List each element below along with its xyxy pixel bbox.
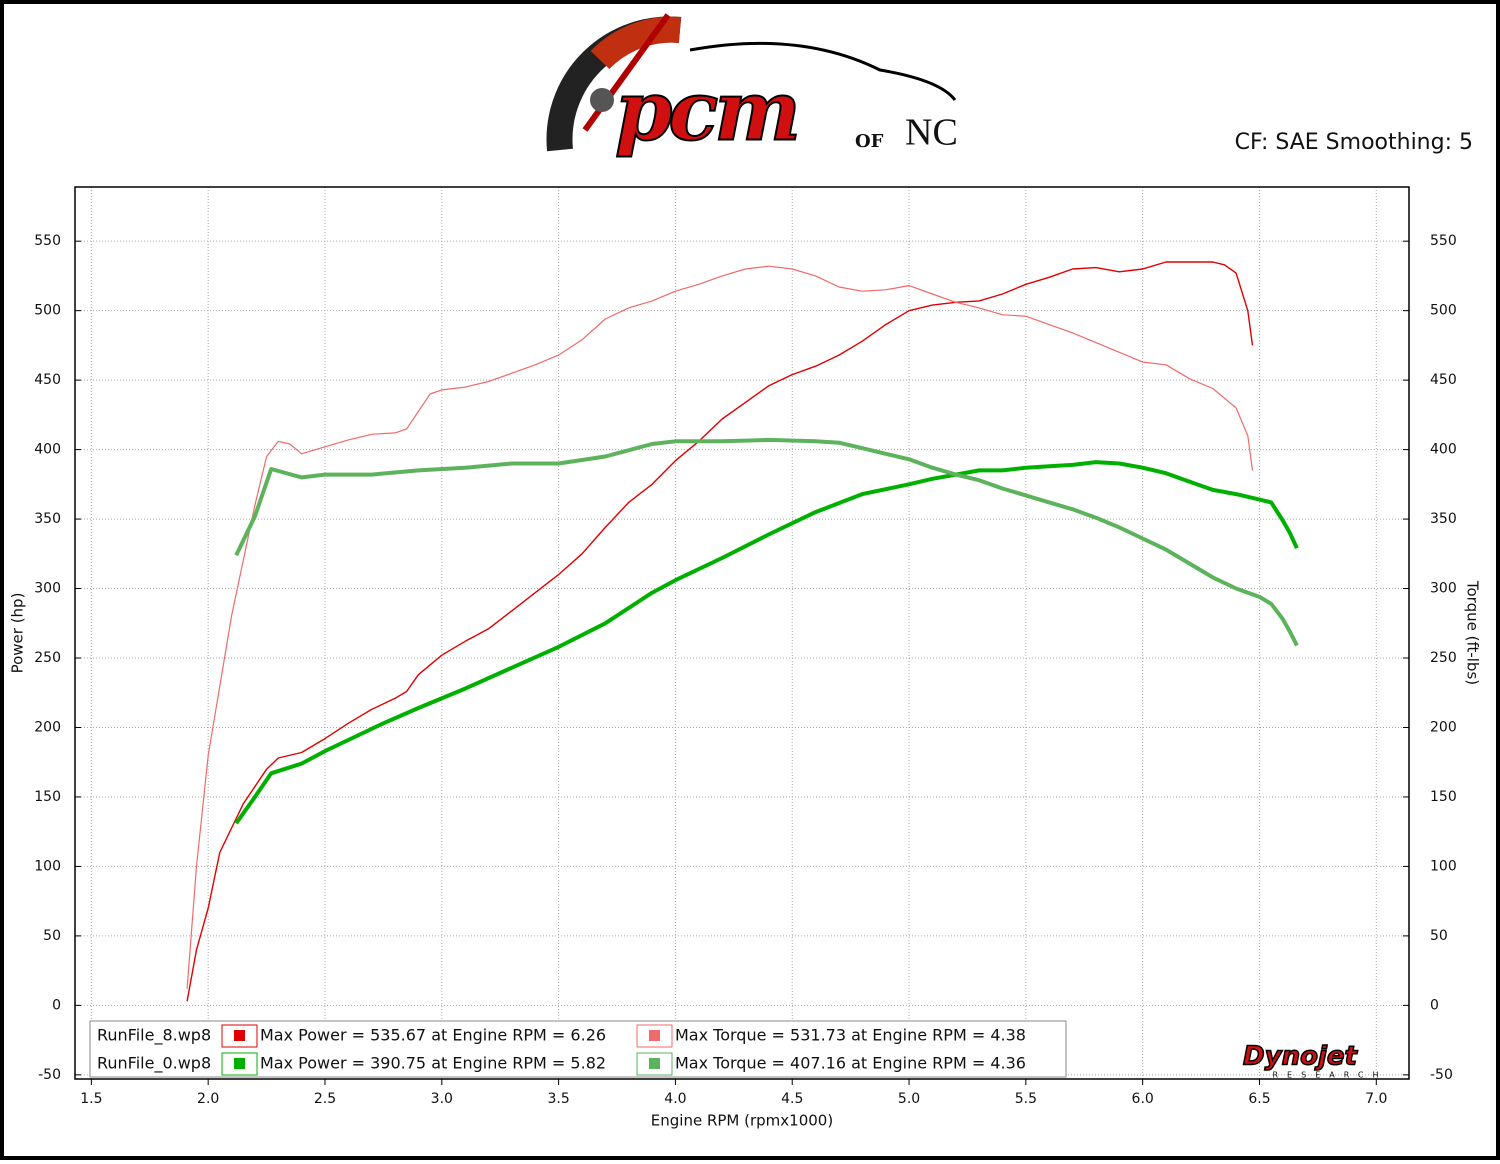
legend-run: RunFile_8.wp8 (97, 1026, 211, 1046)
legend-label: Max Torque = 531.73 at Engine RPM = 4.38 (675, 1026, 1026, 1045)
legend-swatch (234, 1058, 245, 1069)
x-tick-label: 4.0 (664, 1091, 686, 1107)
series-line (234, 437, 1299, 647)
y-axis-label: Power (hp) (9, 593, 27, 674)
series-line (186, 265, 1254, 989)
series-line (186, 261, 1254, 1002)
y-tick-label: 100 (34, 858, 61, 874)
logo-text: PCM (615, 63, 797, 159)
y2-tick-label: -50 (1430, 1067, 1453, 1083)
y2-tick-label: 550 (1430, 233, 1457, 249)
y2-tick-label: 500 (1430, 303, 1457, 319)
x-tick-label: 3.0 (431, 1091, 453, 1107)
y-tick-label: 300 (34, 581, 61, 597)
series-line (234, 460, 1299, 825)
y2-axis-label: Torque (ft-lbs) (1464, 580, 1482, 685)
x-tick-label: 1.5 (80, 1091, 102, 1107)
y2-tick-label: 50 (1430, 928, 1448, 944)
y2-tick-label: 400 (1430, 442, 1457, 458)
x-tick-label: 5.0 (898, 1091, 920, 1107)
x-tick-label: 3.5 (547, 1091, 569, 1107)
y-tick-label: 0 (52, 997, 61, 1013)
legend-swatch (649, 1058, 660, 1069)
legend-swatch (649, 1030, 660, 1041)
legend-run: RunFile_0.wp8 (97, 1054, 211, 1074)
y2-tick-label: 0 (1430, 997, 1439, 1013)
x-tick-label: 6.0 (1132, 1091, 1154, 1107)
legend: RunFile_8.wp8 Max Power = 535.67 at Engin… (89, 1020, 1067, 1078)
legend-swatch (234, 1030, 245, 1041)
plot-area (74, 186, 1410, 1080)
y-tick-label: 400 (34, 442, 61, 458)
x-tick-label: 2.5 (314, 1091, 336, 1107)
y-tick-label: 150 (34, 789, 61, 805)
legend-label: Max Torque = 407.16 at Engine RPM = 4.36 (675, 1054, 1026, 1073)
y-tick-label: -50 (38, 1067, 61, 1083)
y2-tick-label: 350 (1430, 511, 1457, 527)
logo: PCM OF NC (546, 13, 958, 160)
y-tick-label: 350 (34, 511, 61, 527)
brand: Dynojet RESEARCH (1242, 1041, 1388, 1080)
brand-name: Dynojet (1243, 1042, 1358, 1072)
brand-sub: RESEARCH (1273, 1071, 1388, 1080)
logo-text: NC (905, 112, 958, 154)
legend-label: Max Power = 390.75 at Engine RPM = 5.82 (260, 1054, 606, 1073)
y2-tick-label: 450 (1430, 372, 1457, 388)
y2-tick-label: 300 (1430, 581, 1457, 597)
subtitle: CF: SAE Smoothing: 5 (1235, 130, 1473, 155)
x-tick-label: 4.5 (781, 1091, 803, 1107)
y-tick-label: 250 (34, 650, 61, 666)
logo-text: OF (855, 131, 884, 152)
x-tick-label: 7.0 (1365, 1091, 1387, 1107)
y-tick-label: 450 (34, 372, 61, 388)
x-tick-label: 6.5 (1248, 1091, 1270, 1107)
y2-tick-label: 200 (1430, 719, 1457, 735)
x-tick-label: 5.5 (1015, 1091, 1037, 1107)
legend-label: Max Power = 535.67 at Engine RPM = 6.26 (260, 1026, 606, 1045)
y-tick-label: 500 (34, 303, 61, 319)
x-tick-label: 2.0 (197, 1091, 219, 1107)
y2-tick-label: 100 (1430, 858, 1457, 874)
y2-tick-label: 150 (1430, 789, 1457, 805)
y-tick-label: 550 (34, 233, 61, 249)
x-axis-label: Engine RPM (rpmx1000) (651, 1112, 833, 1130)
y-tick-label: 50 (43, 928, 61, 944)
y2-tick-label: 250 (1430, 650, 1457, 666)
y-tick-label: 200 (34, 719, 61, 735)
